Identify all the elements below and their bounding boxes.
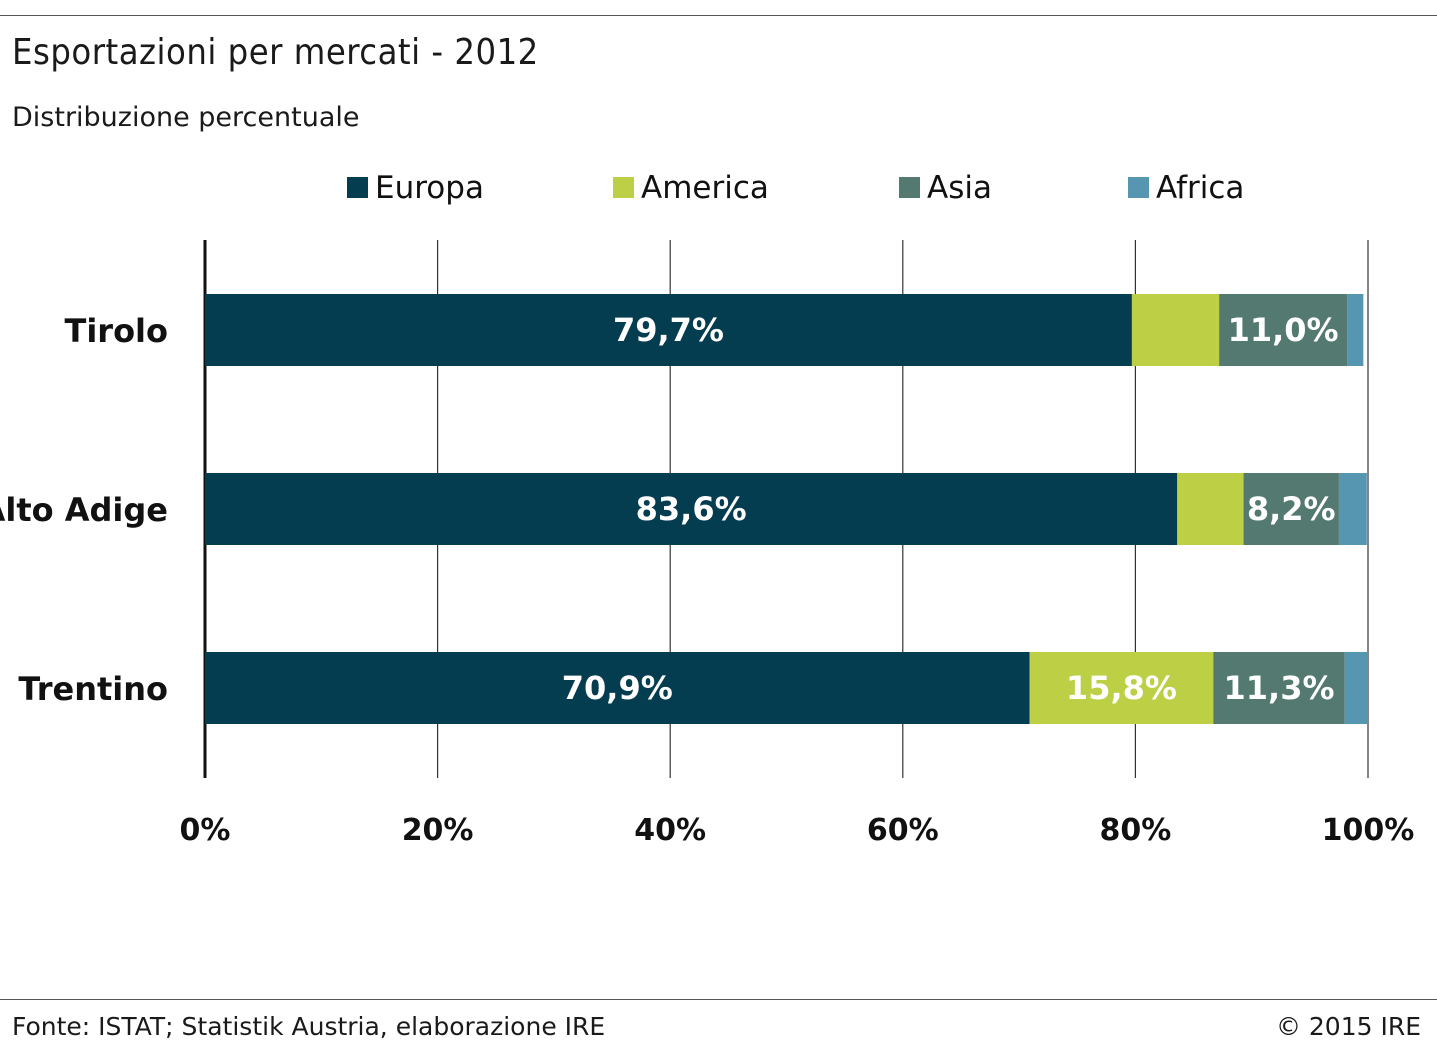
category-labels: Tirolo Alto Adige Trentino [0, 312, 168, 708]
tick-label: 40% [634, 813, 706, 848]
bar-segment-america [1177, 473, 1244, 545]
bar-segment-africa [1344, 652, 1368, 724]
bar-segment-asia [1219, 294, 1348, 366]
chart-legend: Europa America Asia Africa [347, 170, 1244, 206]
top-rule [0, 15, 1437, 16]
data-label: 11,3% [1224, 669, 1335, 707]
tick-label: 80% [1099, 813, 1171, 848]
bar-segment-europa [205, 473, 1178, 545]
copyright-note: © 2015 IRE [1275, 1012, 1421, 1041]
bar-segment-asia [1213, 652, 1345, 724]
bar-segment-europa [205, 652, 1030, 724]
bar-segment-africa [1347, 294, 1364, 366]
bar-segment-asia [1243, 473, 1339, 545]
legend-swatch-europa [347, 177, 368, 198]
legend-swatch-africa [1128, 177, 1149, 198]
bottom-rule [0, 999, 1437, 1000]
data-label: 70,9% [562, 669, 673, 707]
bar-segment-europa [205, 294, 1132, 366]
tick-label: 60% [867, 813, 939, 848]
data-label: 11,0% [1228, 311, 1339, 349]
bar-segment-america [1131, 294, 1220, 366]
category-label: Trentino [18, 670, 168, 708]
x-tick-labels: 0% 20% 40% 60% 80% 100% [180, 813, 1415, 848]
data-label: 79,7% [613, 311, 724, 349]
chart-title: Esportazioni per mercati - 2012 [12, 32, 539, 73]
legend-swatch-america [613, 177, 634, 198]
bar-segment-america [1029, 652, 1214, 724]
legend-swatch-asia [899, 177, 920, 198]
tick-label: 100% [1322, 813, 1415, 848]
chart-bars: 79,7% 11,0% 83,6% 8,2% 70,9% 15,8% 11,3% [205, 294, 1368, 724]
source-note: Fonte: ISTAT; Statistik Austria, elabora… [12, 1012, 606, 1041]
stacked-bar-chart: Europa America Asia Africa 79,7% 11,0% 83,6% 8… [0, 170, 1415, 848]
tick-label: 0% [180, 813, 231, 848]
legend-label: America [641, 170, 769, 206]
category-label: Tirolo [64, 312, 168, 350]
data-label: 83,6% [636, 490, 747, 528]
chart-subtitle: Distribuzione percentuale [12, 102, 360, 133]
tick-label: 20% [402, 813, 474, 848]
data-label: 8,2% [1247, 490, 1336, 528]
legend-label: Asia [927, 170, 992, 206]
data-label: 15,8% [1066, 669, 1177, 707]
legend-label: Africa [1156, 170, 1244, 206]
legend-label: Europa [375, 170, 484, 206]
bar-segment-africa [1338, 473, 1367, 545]
category-label: Alto Adige [0, 491, 168, 529]
